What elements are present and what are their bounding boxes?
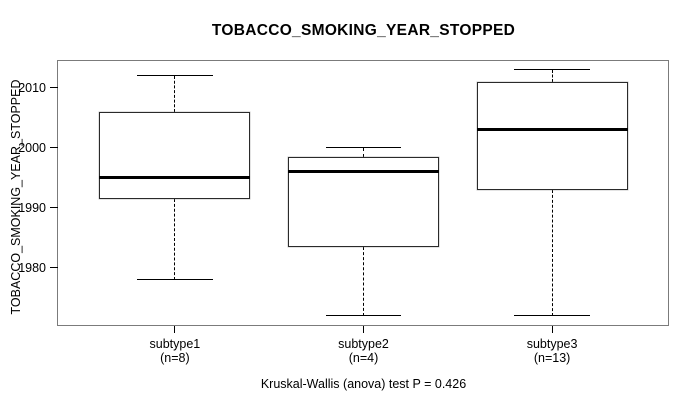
- x-category-label: subtype1 (n=8): [105, 337, 245, 365]
- category-count: (n=13): [533, 351, 571, 365]
- median-line: [99, 176, 251, 180]
- upper-whisker-line: [174, 75, 176, 112]
- lower-whisker-cap: [514, 315, 590, 317]
- x-category-label: subtype2 (n=4): [294, 337, 434, 365]
- median-line: [288, 170, 439, 174]
- upper-whisker-cap: [325, 147, 402, 149]
- category-name: subtype2: [338, 337, 389, 351]
- category-name: subtype1: [149, 337, 201, 351]
- y-axis-tick-label: 1980: [18, 260, 46, 275]
- lower-whisker-cap: [325, 315, 402, 317]
- x-axis-tick: [551, 326, 553, 333]
- category-count: (n=4): [348, 351, 379, 365]
- lower-whisker-cap: [137, 279, 213, 281]
- y-axis-tick: [50, 207, 58, 209]
- iqr-box: [476, 81, 628, 190]
- lower-whisker-line: [363, 246, 364, 316]
- y-axis-tick: [50, 267, 58, 269]
- y-axis-tick-label: 2010: [18, 80, 46, 95]
- y-axis-tick: [50, 87, 58, 89]
- median-line: [476, 128, 628, 132]
- iqr-box: [99, 111, 251, 199]
- lower-whisker-line: [551, 189, 553, 316]
- y-axis-label: TOBACCO_SMOKING_YEAR_STOPPED: [9, 79, 23, 315]
- chart-title: TOBACCO_SMOKING_YEAR_STOPPED: [211, 22, 516, 39]
- y-axis-tick-label: 2000: [18, 140, 46, 155]
- x-axis-tick: [174, 326, 176, 333]
- x-axis-tick: [363, 326, 364, 333]
- upper-whisker-cap: [514, 69, 590, 71]
- upper-whisker-cap: [137, 75, 213, 77]
- upper-whisker-line: [551, 69, 553, 82]
- category-count: (n=8): [160, 351, 190, 365]
- x-category-label: subtype3 (n=13): [482, 337, 622, 365]
- y-axis-tick: [50, 147, 58, 149]
- y-axis-tick-label: 1990: [18, 200, 46, 215]
- lower-whisker-line: [174, 198, 176, 280]
- kruskal-wallis-annotation: Kruskal-Wallis (anova) test P = 0.426: [260, 377, 467, 391]
- category-name: subtype3: [526, 337, 578, 351]
- upper-whisker-line: [363, 147, 364, 157]
